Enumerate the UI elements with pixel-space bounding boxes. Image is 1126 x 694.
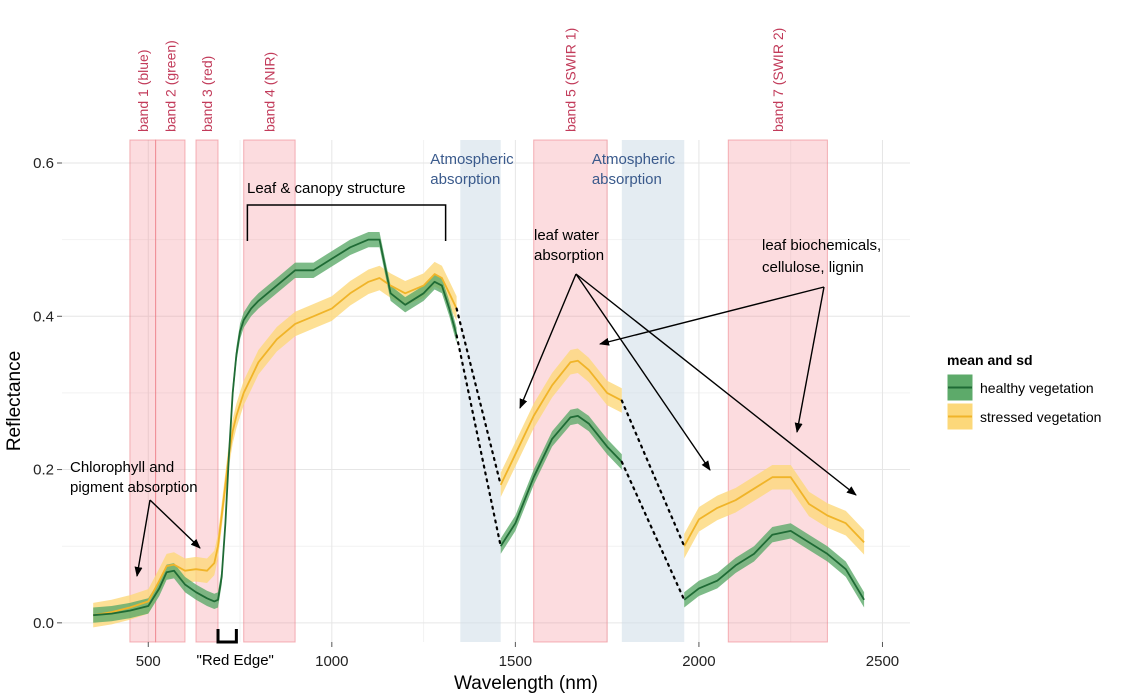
series-sd-band xyxy=(684,465,865,559)
gap-connectors xyxy=(455,307,686,601)
atmospheric-absorption-region xyxy=(460,140,501,642)
legend: mean and sd healthy vegetation stressed ve… xyxy=(946,352,1101,431)
y-tick-label: 0.4 xyxy=(33,308,54,325)
series-line xyxy=(683,476,865,547)
annotation-arrow xyxy=(575,273,857,496)
atmospheric-absorption-label: absorption xyxy=(592,171,662,188)
legend-label: stressed vegetation xyxy=(980,409,1101,425)
legend-title: mean and sd xyxy=(947,352,1033,368)
x-tick-label: 500 xyxy=(136,653,161,670)
band-label: band 4 (NIR) xyxy=(261,52,277,132)
band-label: band 7 (SWIR 2) xyxy=(770,28,786,132)
series-line xyxy=(93,238,458,617)
legend-label: healthy vegetation xyxy=(980,380,1094,396)
annotation-leaf-biochemicals: leaf biochemicals, xyxy=(762,237,881,254)
annotation-chlorophyll: Chlorophyll and xyxy=(70,459,174,476)
series-line xyxy=(683,530,865,601)
band-label: band 2 (green) xyxy=(162,40,178,132)
annotation-leaf-biochemicals: cellulose, lignin xyxy=(762,259,864,276)
atmospheric-absorption-label: absorption xyxy=(430,171,500,188)
series-line xyxy=(499,415,623,547)
y-tick-label: 0.0 xyxy=(33,615,54,632)
annotation-leaf-canopy: Leaf & canopy structure xyxy=(247,180,405,197)
axes-layer: 500 1000 1500 2000 2500 0.0 0.2 0.4 0.6 "Red Edge… xyxy=(4,155,899,694)
band-label: band 3 (red) xyxy=(199,56,215,132)
annotation-leaf-water: leaf water xyxy=(534,227,599,244)
x-tick-label: 2000 xyxy=(682,653,715,670)
annotation-arrow xyxy=(149,499,201,549)
gap-connector-dotted-line xyxy=(455,334,502,548)
gap-connector-dotted-line xyxy=(620,399,686,548)
gap-connector-dotted-line xyxy=(455,307,502,486)
annotation-arrow xyxy=(519,273,577,409)
annotation-arrow xyxy=(134,499,151,577)
annotation-red-edge: "Red Edge" xyxy=(197,652,274,669)
series-sd-band xyxy=(684,523,865,608)
band-label: band 1 (blue) xyxy=(135,49,151,132)
atmospheric-absorption-region xyxy=(621,140,685,642)
y-axis-title: Reflectance xyxy=(4,351,25,451)
x-tick-label: 2500 xyxy=(866,653,899,670)
annotation-chlorophyll: pigment absorption xyxy=(70,479,198,496)
annotation-arrow xyxy=(599,286,825,346)
band-region xyxy=(129,139,157,643)
annotations-layer: Atmospheric absorption Atmospheric absorpti… xyxy=(70,151,881,577)
x-axis-title: Wavelength (nm) xyxy=(454,673,598,694)
band-region xyxy=(243,139,296,643)
series-line xyxy=(93,273,458,617)
red-edge-bracket xyxy=(216,629,238,644)
y-tick-label: 0.6 xyxy=(33,155,54,172)
series-sd-band xyxy=(500,348,622,498)
band-regions: band 1 (blue) band 2 (green) band 3 (red) b… xyxy=(129,28,828,643)
annotation-arrow xyxy=(794,286,825,433)
gap-connector-dotted-line xyxy=(620,460,686,601)
band-region xyxy=(195,139,219,643)
atmospheric-absorption-label: Atmospheric xyxy=(430,151,514,168)
atmospheric-absorption-label: Atmospheric xyxy=(592,151,676,168)
x-tick-label: 1500 xyxy=(499,653,532,670)
band-label: band 5 (SWIR 1) xyxy=(562,28,578,132)
x-tick-label: 1000 xyxy=(315,653,348,670)
series-layer xyxy=(93,232,865,628)
annotation-bracket xyxy=(246,204,447,241)
annotation-leaf-water: absorption xyxy=(534,247,604,264)
annotation-arrow xyxy=(575,273,711,471)
y-tick-label: 0.2 xyxy=(33,462,54,479)
series-line xyxy=(499,359,623,486)
